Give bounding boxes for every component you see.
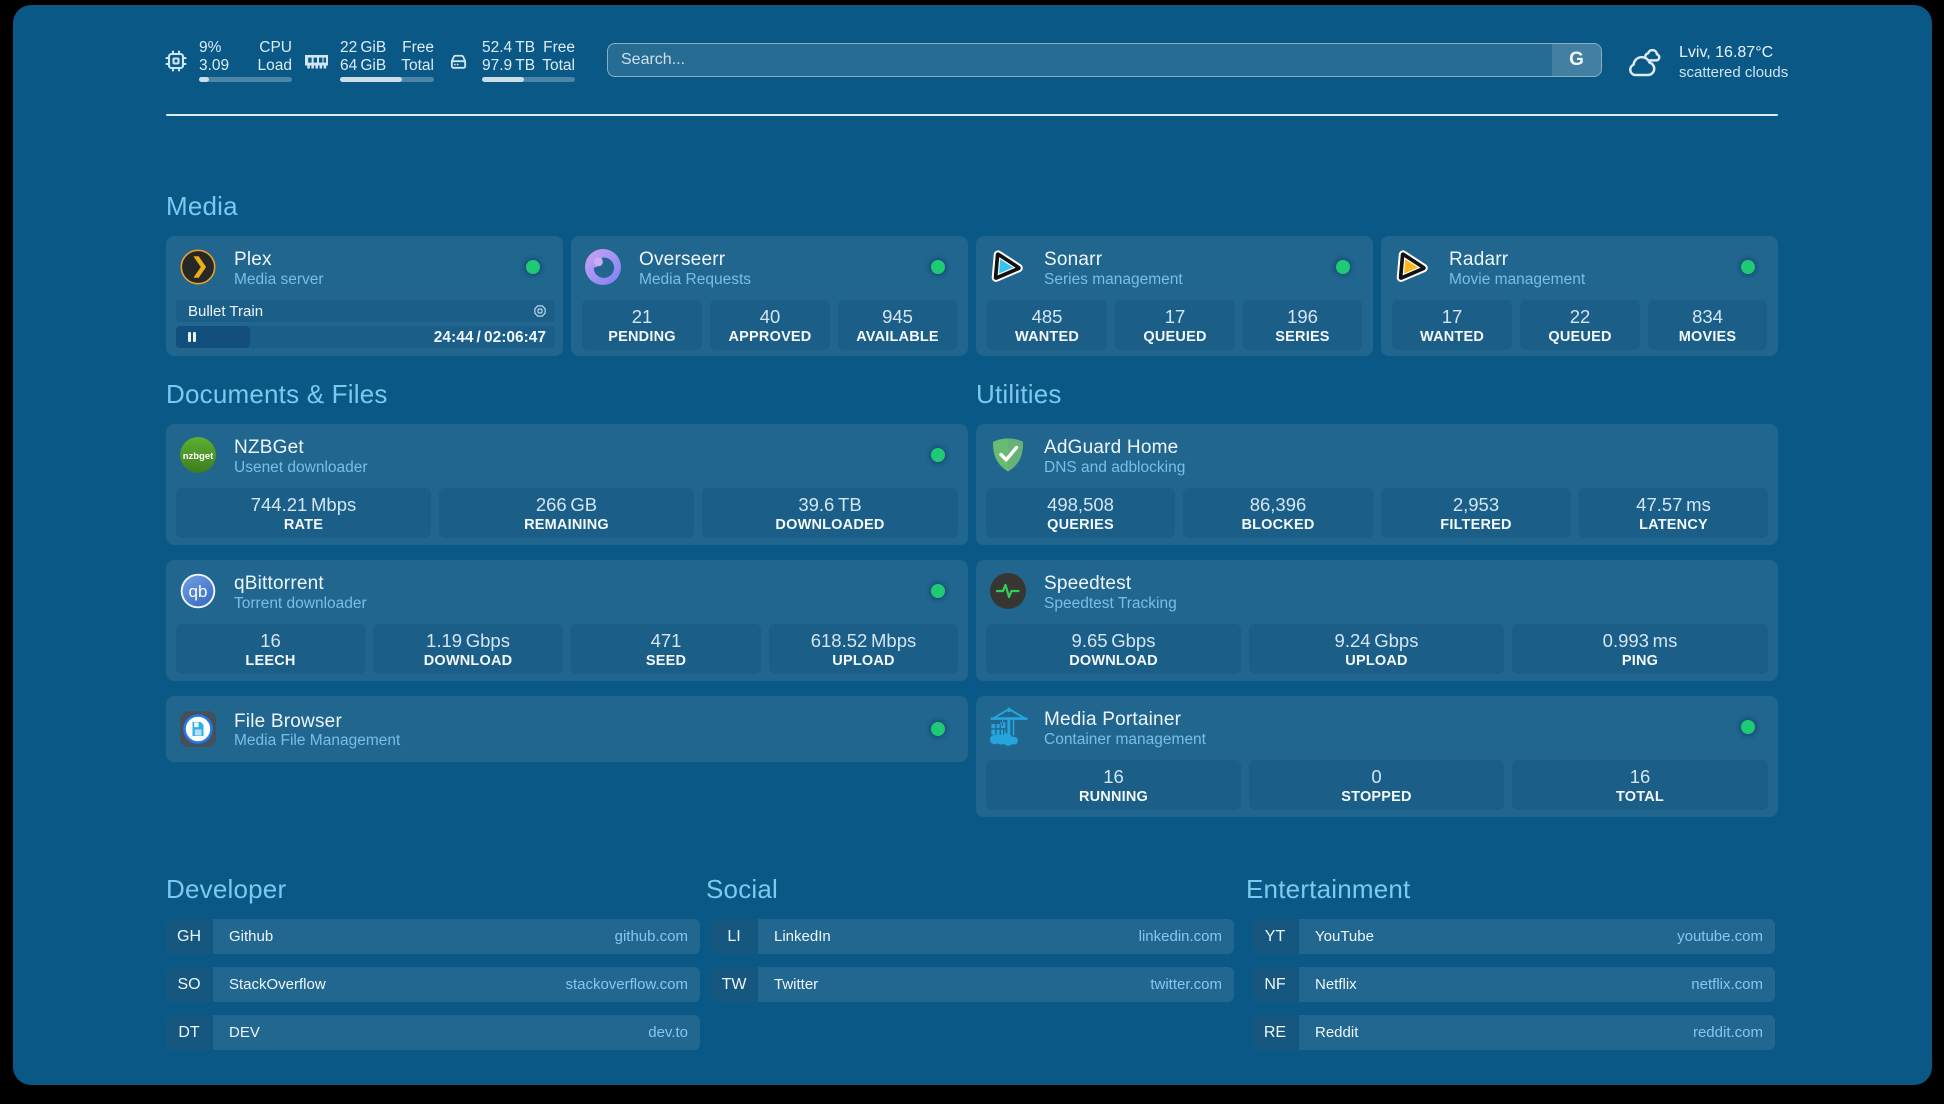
svg-text:nzbget: nzbget xyxy=(183,451,214,462)
svg-text:qb: qb xyxy=(189,582,208,601)
